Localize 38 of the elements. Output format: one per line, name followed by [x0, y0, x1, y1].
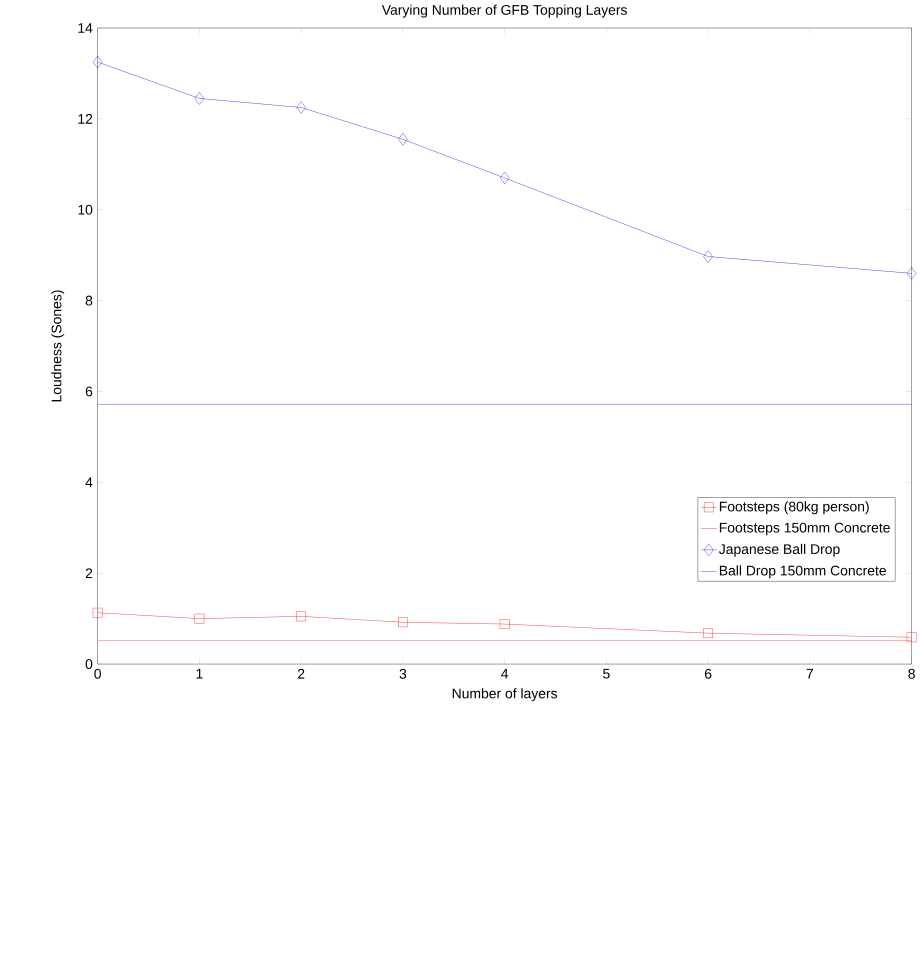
legend-label: Japanese Ball Drop: [718, 544, 840, 557]
x-tick-label: 2: [298, 668, 304, 679]
chart-title: Varying Number of GFB Topping Layers: [382, 4, 627, 18]
point: [296, 612, 306, 622]
y-tick-label: 14: [78, 23, 92, 33]
point: [194, 614, 204, 624]
x-axis-title: Number of layers: [452, 688, 558, 702]
point: [500, 619, 510, 629]
x-tick-label: 0: [94, 668, 101, 679]
point: [703, 628, 713, 638]
legend-label: Footsteps 150mm Concrete: [720, 522, 890, 536]
y-axis-title: Loudness (Sones): [51, 290, 64, 402]
point: [296, 101, 306, 114]
point: [500, 172, 510, 184]
x-tick-label: 6: [704, 668, 712, 679]
point: [194, 92, 204, 105]
point: [92, 56, 102, 68]
point: [906, 267, 916, 280]
point: [906, 632, 916, 642]
x-tick-label: 4: [501, 668, 508, 678]
y-tick-label: 6: [86, 386, 92, 396]
x-tick-label: 3: [400, 668, 406, 679]
point: [703, 250, 713, 263]
legend-label: Ball Drop 150mm Concrete: [720, 565, 886, 578]
y-tick-label: 2: [86, 568, 92, 578]
x-tick-label: 8: [908, 668, 915, 679]
x-tick-label: 5: [603, 668, 610, 679]
y-tick-label: 10: [78, 204, 92, 215]
x-tick-label: 7: [806, 668, 813, 678]
x-tick-label: 1: [196, 668, 203, 678]
point: [92, 608, 102, 618]
y-tick-label: 0: [86, 659, 92, 669]
y-tick-label: 4: [85, 478, 92, 488]
point: [398, 133, 408, 146]
y-tick-label: 8: [86, 296, 92, 306]
y-tick-label: 12: [78, 114, 92, 124]
point: [398, 617, 408, 628]
legend-label: Footsteps (80kg person): [720, 501, 869, 514]
